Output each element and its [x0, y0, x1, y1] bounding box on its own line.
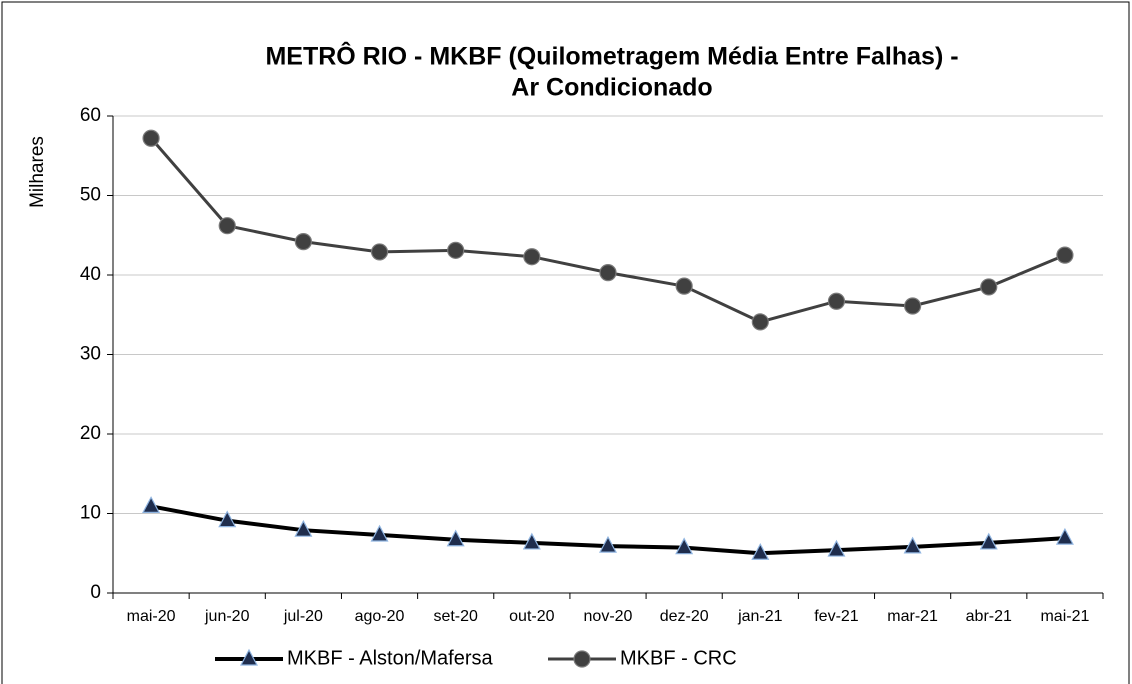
marker	[218, 510, 237, 528]
y-tick-label: 60	[80, 105, 101, 126]
marker	[522, 532, 541, 550]
chart-title: Ar Condicionado	[511, 74, 712, 102]
y-tick-label: 40	[80, 264, 101, 285]
marker	[751, 542, 770, 560]
marker	[675, 277, 693, 295]
marker	[523, 248, 541, 266]
x-tick-label: nov-20	[584, 608, 633, 625]
marker	[142, 496, 161, 513]
chart-title: METRÔ RIO - MKBF (Quilometragem Média En…	[265, 41, 958, 71]
marker	[980, 278, 998, 296]
y-tick-label: 0	[90, 582, 101, 603]
x-tick-label: jan-21	[737, 608, 783, 625]
x-tick-label: out-20	[509, 608, 554, 625]
marker	[218, 217, 236, 235]
marker	[294, 519, 313, 537]
x-tick-label: dez-20	[660, 608, 709, 625]
marker	[827, 539, 846, 557]
marker	[370, 524, 389, 542]
marker	[1055, 527, 1074, 545]
x-tick-label: mar-21	[887, 608, 938, 625]
x-tick-label: set-20	[433, 608, 478, 625]
x-tick-label: jul-20	[283, 608, 323, 625]
x-tick-label: ago-20	[355, 608, 405, 625]
marker	[904, 297, 922, 315]
marker	[370, 243, 389, 261]
marker	[446, 529, 465, 547]
y-tick-label: 50	[80, 185, 101, 206]
x-tick-label: jun-20	[204, 608, 250, 625]
marker	[447, 241, 465, 259]
marker	[903, 536, 922, 554]
legend-label: MKBF - Alston/Mafersa	[287, 647, 493, 669]
y-axis-label: Milhares	[27, 136, 48, 208]
marker	[1056, 246, 1074, 264]
marker	[827, 292, 846, 310]
x-tick-label: mai-20	[127, 608, 176, 625]
y-tick-label: 20	[80, 423, 101, 444]
x-tick-label: mai-21	[1040, 608, 1089, 625]
x-tick-label: abr-21	[966, 608, 1012, 625]
marker	[979, 532, 998, 550]
y-tick-label: 30	[80, 344, 101, 365]
marker	[573, 650, 591, 668]
marker	[142, 129, 160, 147]
x-tick-label: fev-21	[814, 608, 859, 625]
marker	[675, 537, 694, 555]
y-tick-label: 10	[80, 503, 101, 524]
marker	[751, 313, 769, 331]
marker	[240, 648, 258, 666]
marker	[294, 233, 312, 251]
marker	[599, 535, 617, 553]
legend-label: MKBF - CRC	[620, 647, 737, 669]
marker	[599, 264, 617, 282]
